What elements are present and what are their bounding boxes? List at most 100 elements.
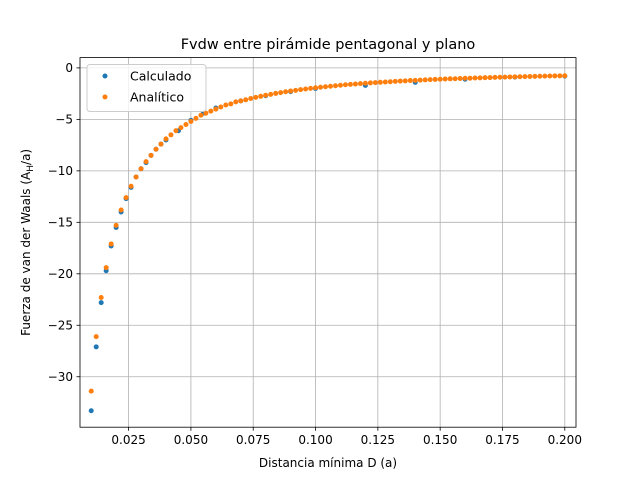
- data-point-analitico: [323, 84, 329, 90]
- x-axis-label: Distancia mínima D (a): [259, 456, 397, 470]
- data-point-analitico: [123, 195, 129, 201]
- data-point-analitico: [522, 74, 528, 80]
- data-point-analitico: [303, 86, 309, 92]
- data-point-analitico: [138, 166, 144, 172]
- data-point-analitico: [193, 115, 199, 121]
- data-point-analitico: [437, 76, 443, 82]
- data-point-analitico: [188, 118, 194, 124]
- series-analitico: [88, 73, 568, 394]
- data-point-analitico: [357, 81, 363, 87]
- data-point-analitico: [487, 75, 493, 81]
- data-point-analitico: [507, 74, 513, 80]
- data-point-analitico: [497, 74, 503, 80]
- data-point-analitico: [263, 92, 269, 98]
- legend-label-calculado: Calculado: [130, 69, 191, 84]
- data-point-analitico: [158, 141, 164, 147]
- data-point-analitico: [173, 128, 179, 134]
- data-point-analitico: [208, 108, 214, 114]
- data-point-analitico: [178, 125, 184, 131]
- y-tick-label: −20: [48, 267, 73, 281]
- data-point-analitico: [318, 84, 324, 90]
- y-tick-label: −15: [48, 216, 73, 230]
- data-point-analitico: [298, 87, 304, 93]
- data-point-analitico: [198, 112, 204, 118]
- data-point-analitico: [552, 73, 558, 79]
- data-point-analitico: [238, 98, 244, 104]
- legend: Calculado Analítico: [86, 64, 207, 112]
- data-point-analitico: [447, 76, 453, 82]
- y-axis-label-prefix: Fuerza de van der Waals (A: [19, 171, 33, 336]
- data-point-analitico: [327, 83, 333, 89]
- data-point-analitico: [243, 97, 249, 103]
- data-point-analitico: [537, 73, 543, 79]
- data-point-analitico: [133, 174, 139, 180]
- data-point-analitico: [467, 75, 473, 81]
- data-point-analitico: [308, 85, 314, 91]
- data-point-calculado: [93, 344, 99, 350]
- data-point-analitico: [98, 294, 104, 300]
- data-point-analitico: [352, 81, 358, 87]
- data-point-analitico: [203, 110, 209, 116]
- y-tick-label: 0: [65, 61, 73, 75]
- y-tick-label: −5: [55, 113, 73, 127]
- x-tick-label: 0.175: [485, 433, 519, 447]
- data-point-analitico: [283, 89, 289, 95]
- data-points: [88, 73, 568, 414]
- x-tick-label: 0.025: [111, 433, 145, 447]
- data-point-analitico: [218, 104, 224, 110]
- data-point-analitico: [432, 76, 438, 82]
- legend-marker-calculado: [102, 73, 108, 79]
- data-point-analitico: [253, 94, 259, 100]
- data-point-analitico: [562, 73, 568, 79]
- data-point-analitico: [372, 80, 378, 86]
- y-tick-label: −25: [48, 319, 73, 333]
- y-axis-label: Fuerza de van der Waals (AH/a): [19, 149, 36, 336]
- data-point-analitico: [477, 75, 483, 81]
- data-point-analitico: [517, 74, 523, 80]
- data-point-analitico: [362, 80, 368, 86]
- data-point-analitico: [88, 388, 94, 394]
- data-point-analitico: [422, 77, 428, 83]
- data-point-analitico: [392, 78, 398, 84]
- x-tick-label: 0.050: [174, 433, 208, 447]
- data-point-analitico: [273, 90, 279, 96]
- legend-label-analitico: Analítico: [130, 90, 184, 105]
- x-tick-label: 0.200: [548, 433, 582, 447]
- data-point-analitico: [153, 146, 159, 152]
- data-point-analitico: [417, 77, 423, 83]
- data-point-analitico: [347, 81, 353, 87]
- data-point-analitico: [557, 73, 563, 79]
- data-point-analitico: [223, 102, 229, 108]
- data-point-analitico: [93, 334, 99, 340]
- data-point-analitico: [128, 183, 134, 189]
- data-point-analitico: [118, 207, 124, 213]
- data-point-analitico: [472, 75, 478, 81]
- data-point-analitico: [512, 74, 518, 80]
- data-point-analitico: [143, 159, 149, 165]
- data-point-analitico: [183, 122, 189, 128]
- data-point-analitico: [402, 78, 408, 84]
- y-axis-label-subscript: H: [26, 165, 36, 172]
- data-point-analitico: [168, 132, 174, 138]
- data-point-analitico: [248, 95, 254, 101]
- axis-ticks: 0.025 0.050 0.075 0.100 0.125 0.150 0.175 0.200…: [48, 61, 582, 447]
- data-point-analitico: [407, 78, 413, 84]
- data-point-analitico: [228, 101, 234, 107]
- data-point-analitico: [377, 79, 383, 85]
- data-point-analitico: [547, 73, 553, 79]
- data-point-analitico: [233, 99, 239, 105]
- data-point-analitico: [163, 136, 169, 142]
- data-point-analitico: [492, 74, 498, 80]
- data-point-analitico: [397, 78, 403, 84]
- data-point-analitico: [293, 87, 299, 93]
- data-point-analitico: [532, 73, 538, 79]
- legend-marker-analitico: [102, 94, 108, 100]
- data-point-analitico: [278, 90, 284, 96]
- data-point-analitico: [542, 73, 548, 79]
- data-point-analitico: [382, 79, 388, 85]
- data-point-analitico: [527, 74, 533, 80]
- y-tick-label: −10: [48, 164, 73, 178]
- data-point-analitico: [412, 77, 418, 83]
- data-point-analitico: [457, 75, 463, 81]
